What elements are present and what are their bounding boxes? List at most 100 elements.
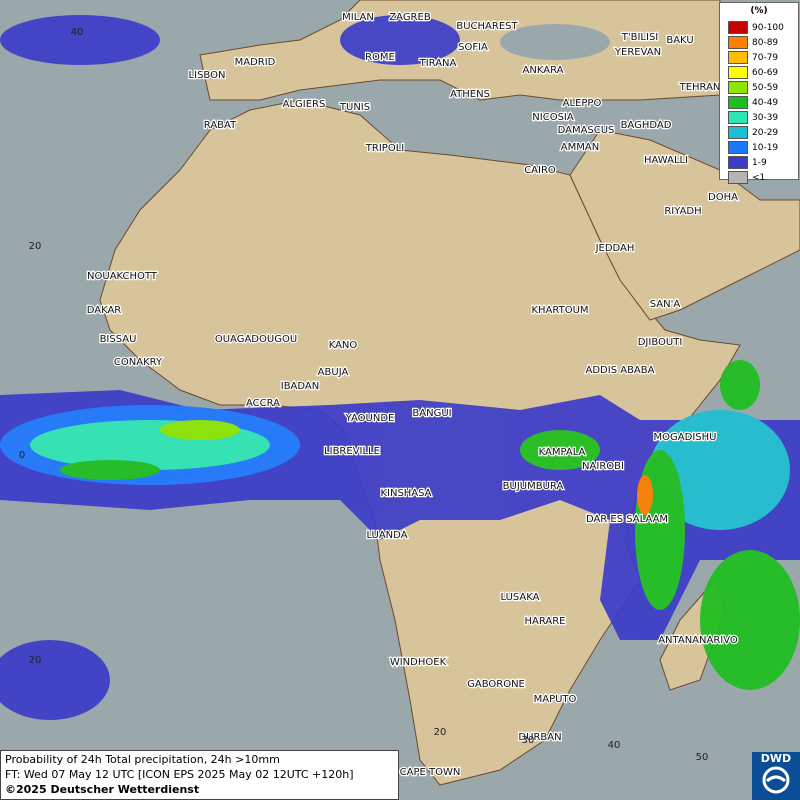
legend-label: <1 xyxy=(752,172,766,183)
city-label: IBADAN xyxy=(281,381,320,392)
legend-swatch xyxy=(728,36,748,49)
logo: DWD xyxy=(752,752,800,800)
legend-item: 20-29 xyxy=(720,125,798,140)
city-label: DAR ES SALAAM xyxy=(586,514,668,525)
city-label: AMMAN xyxy=(561,142,599,153)
arabia xyxy=(569,129,800,321)
caption-line: ©2025 Deutscher Wetterdienst xyxy=(5,783,200,796)
precip-green xyxy=(60,460,160,480)
legend: (%) 90-100 80-89 70-79 60-69 50-59 40-49 30-39… xyxy=(719,2,799,184)
city-label: ANTANANARIVO xyxy=(658,635,738,646)
city-label: ALEPPO xyxy=(563,98,602,109)
city-label: RABAT xyxy=(204,120,237,131)
city-label: NAIROBI xyxy=(582,461,624,472)
city-label: MOGADISHU xyxy=(654,432,717,443)
legend-swatch xyxy=(728,156,748,169)
city-label: SAN'A xyxy=(650,299,681,310)
legend-item: 90-100 xyxy=(720,20,798,35)
city-label: SOFIA xyxy=(458,42,488,53)
city-label: TEHRAN xyxy=(679,82,721,93)
europe xyxy=(199,0,721,101)
legend-item: 60-69 xyxy=(720,65,798,80)
city-label: DAMASCUS xyxy=(558,125,615,136)
grid-label: 50 xyxy=(696,752,709,763)
precip-cyan xyxy=(520,430,600,470)
city-label: BUCHAREST xyxy=(456,21,518,32)
city-label: BISSAU xyxy=(100,334,137,345)
precip-green xyxy=(160,420,240,440)
city-label: CAPE TOWN xyxy=(400,767,461,778)
legend-swatch xyxy=(728,66,748,79)
city-label: LUSAKA xyxy=(501,592,540,603)
legend-label: 30-39 xyxy=(752,112,779,123)
city-label: JEDDAH xyxy=(595,243,635,254)
legend-item: 70-79 xyxy=(720,50,798,65)
caption-line: Probability of 24h Total precipitation, … xyxy=(5,753,280,766)
grid-label: 40 xyxy=(608,740,621,751)
legend-item: 1-9 xyxy=(720,155,798,170)
legend-label: 70-79 xyxy=(752,52,779,63)
precip-green xyxy=(635,450,685,610)
city-label: ANKARA xyxy=(523,65,564,76)
city-label: YEREVAN xyxy=(614,47,661,58)
logo-text: DWD xyxy=(760,752,792,765)
legend-label: 10-19 xyxy=(752,142,779,153)
city-label: GABORONE xyxy=(467,679,525,690)
precip-green xyxy=(720,360,760,410)
city-label: LUANDA xyxy=(366,530,407,541)
city-label: BANGUI xyxy=(412,408,451,419)
city-label: LIBREVILLE xyxy=(324,446,380,457)
legend-label: 1-9 xyxy=(752,157,767,168)
grid-label: 20 xyxy=(434,727,447,738)
precip-cyan xyxy=(650,410,790,530)
city-label: BAKU xyxy=(666,35,693,46)
legend-label: 20-29 xyxy=(752,127,779,138)
legend-item: 40-49 xyxy=(720,95,798,110)
city-label: ABUJA xyxy=(318,367,349,378)
city-label: ROME xyxy=(365,52,395,63)
city-label: DAKAR xyxy=(87,305,122,316)
legend-swatch xyxy=(728,51,748,64)
city-label: HARARE xyxy=(524,616,565,627)
legend-swatch xyxy=(728,81,748,94)
city-label: RIYADH xyxy=(664,206,701,217)
city-label: T'BILISI xyxy=(621,32,658,43)
legend-title: (%) xyxy=(750,6,768,16)
city-label: CAIRO xyxy=(524,165,556,176)
precip-atlantic xyxy=(0,15,160,65)
city-label: YAOUNDE xyxy=(345,413,395,424)
grid-label: 40 xyxy=(71,27,84,38)
city-label: ZAGREB xyxy=(389,12,431,23)
legend-item: 50-59 xyxy=(720,80,798,95)
city-label: BUJUMBURA xyxy=(503,481,564,492)
city-label: ALGIERS xyxy=(283,99,326,110)
city-label: WINDHOEK xyxy=(390,657,447,668)
city-label: OUAGADOUGOU xyxy=(215,334,297,345)
city-label: TUNIS xyxy=(339,102,370,113)
legend-swatch xyxy=(728,111,748,124)
city-label: CONAKRY xyxy=(114,357,163,368)
legend-label: 80-89 xyxy=(752,37,779,48)
legend-label: 90-100 xyxy=(752,22,784,33)
city-label: TIRANA xyxy=(419,58,457,69)
grid-label: 30 xyxy=(522,735,535,746)
legend-label: 60-69 xyxy=(752,67,779,78)
city-label: NICOSIA xyxy=(532,112,574,123)
legend-item: 10-19 xyxy=(720,140,798,155)
city-label: ATHENS xyxy=(450,89,490,100)
city-label: KAMPALA xyxy=(539,447,586,458)
legend-label: 50-59 xyxy=(752,82,779,93)
legend-item: 30-39 xyxy=(720,110,798,125)
land xyxy=(99,0,800,786)
caption-line: FT: Wed 07 May 12 UTC [ICON EPS 2025 May… xyxy=(5,768,354,781)
legend-item: <1 xyxy=(720,170,798,185)
city-label: TRIPOLI xyxy=(365,143,404,154)
city-label: KANO xyxy=(329,340,358,351)
city-label: BAGHDAD xyxy=(621,120,672,131)
city-label: KHARTOUM xyxy=(531,305,588,316)
grid-label: 0 xyxy=(19,450,25,461)
city-label: MADRID xyxy=(235,57,276,68)
legend-swatch xyxy=(728,141,748,154)
city-label: ACCRA xyxy=(246,398,280,409)
